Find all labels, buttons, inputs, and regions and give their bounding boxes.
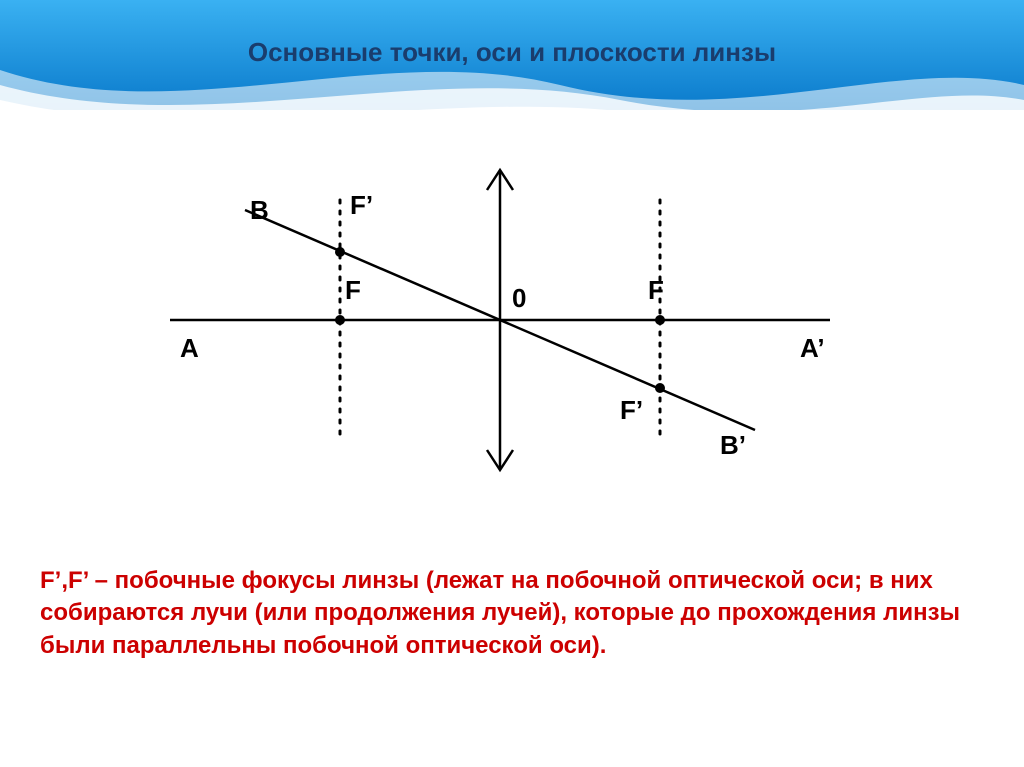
lens-diagram: B F’ F 0 F A A’ F’ B’ [150,135,850,505]
label-B-prime: B’ [720,430,746,461]
label-A: A [180,333,199,364]
caption-rest: – побочные фокусы линзы (лежат на побочн… [40,567,960,659]
label-A-prime: A’ [800,333,825,364]
label-F-left: F [345,275,361,306]
label-F-prime-top: F’ [350,190,373,221]
slide-root: Основные точки, оси и плоскости линзы B … [0,0,1024,767]
focal-point-F-left [335,315,345,325]
label-F-prime-bottom: F’ [620,395,643,426]
label-F-right: F [648,275,664,306]
side-focus-Fprime-top [335,247,345,257]
label-zero: 0 [512,283,526,314]
caption-lead: F’,F’ [40,567,88,594]
slide-title: Основные точки, оси и плоскости линзы [0,37,1024,68]
label-B: B [250,195,269,226]
caption-text: F’,F’ – побочные фокусы линзы (лежат на … [40,565,984,662]
side-focus-Fprime-bottom [655,383,665,393]
focal-point-F-right [655,315,665,325]
